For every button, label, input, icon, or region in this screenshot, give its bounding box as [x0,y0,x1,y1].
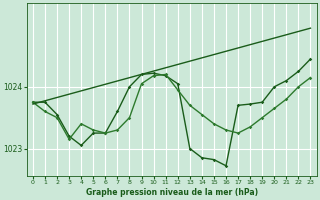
X-axis label: Graphe pression niveau de la mer (hPa): Graphe pression niveau de la mer (hPa) [86,188,258,197]
